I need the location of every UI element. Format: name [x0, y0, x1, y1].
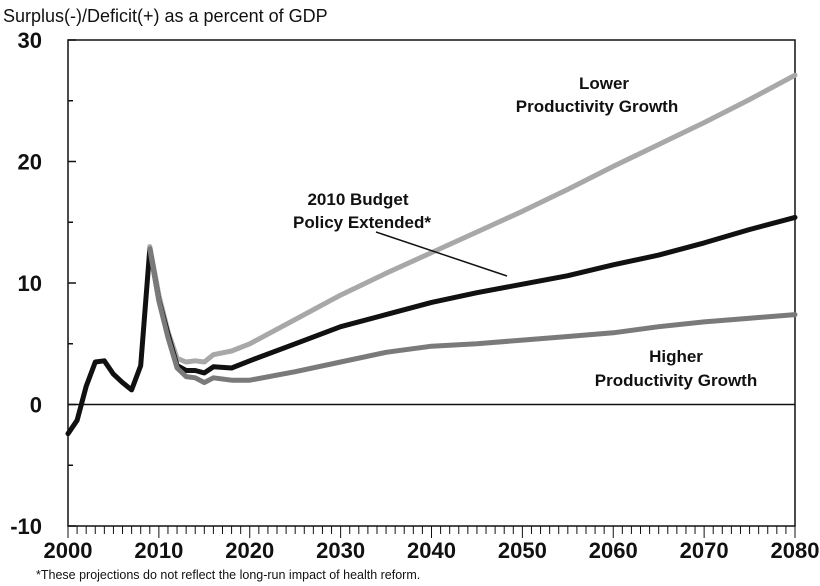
label-higher-line2: Productivity Growth [595, 371, 757, 390]
x-tick-label: 2050 [498, 538, 547, 563]
label-higher-line1: Higher [649, 347, 703, 366]
series-lower-productivity-line [147, 72, 798, 365]
y-tick-label: -10 [10, 514, 42, 539]
budget-leader-line [375, 231, 508, 277]
x-tick-label: 2070 [680, 538, 729, 563]
x-tick-label: 2080 [771, 538, 820, 563]
label-lower-line1: Lower [579, 74, 629, 93]
y-tick-label: 20 [18, 150, 42, 175]
x-tick-label: 2020 [225, 538, 274, 563]
x-tick-label: 2010 [134, 538, 183, 563]
label-budget-line1: 2010 Budget [307, 190, 408, 209]
y-tick-label: 30 [18, 28, 42, 53]
series-budget-policy-line [65, 214, 798, 437]
y-tick-label: 0 [30, 393, 42, 418]
x-tick-label: 2060 [589, 538, 638, 563]
x-tick-label: 2040 [407, 538, 456, 563]
x-tick-label: 2030 [316, 538, 365, 563]
x-tick-label: 2000 [44, 538, 93, 563]
label-lower-line2: Productivity Growth [516, 97, 678, 116]
label-budget-line2: Policy Extended* [293, 213, 431, 232]
x-axis: 2000 2010 2020 2030 2040 2050 2060 2070 2080 [44, 526, 820, 563]
series-group [65, 72, 798, 437]
plot-area-frame [67, 39, 796, 527]
series-higher-productivity-line [147, 246, 798, 386]
y-axis: -10 0 10 20 30 [10, 28, 76, 539]
y-tick-label: 10 [18, 271, 42, 296]
footnote: *These projections do not reflect the lo… [36, 568, 420, 582]
y-axis-title: Surplus(-)/Deficit(+) as a percent of GD… [3, 6, 328, 26]
